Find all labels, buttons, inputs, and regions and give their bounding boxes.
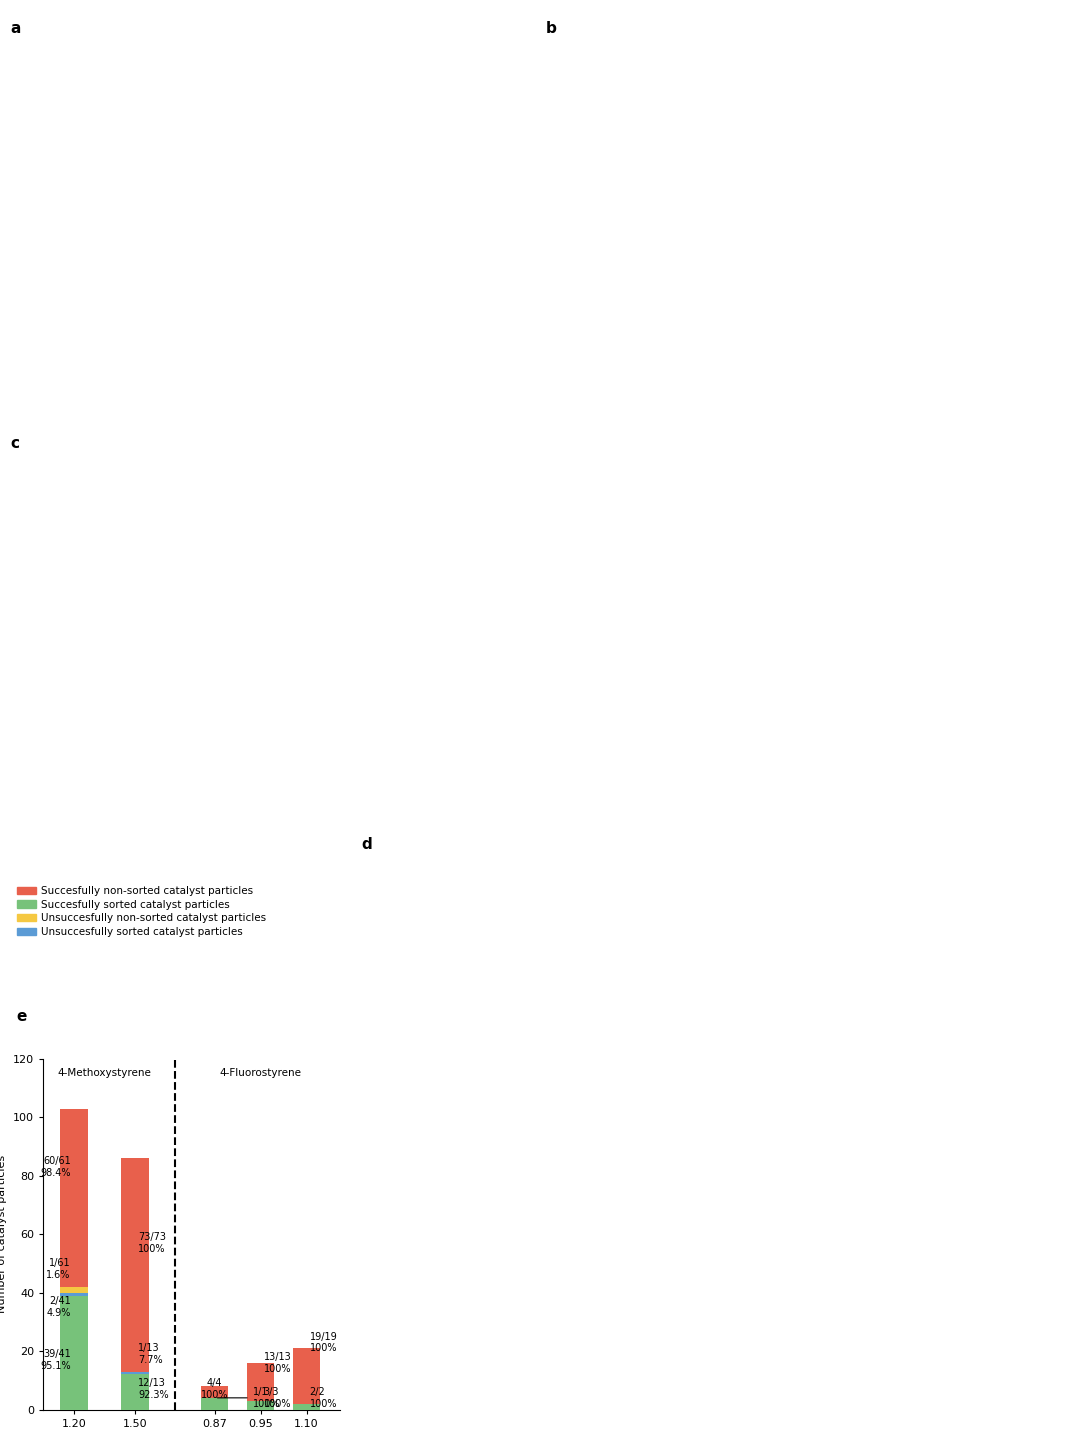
- Bar: [201, 1387, 229, 1398]
- Text: 4-Fluorostyrene: 4-Fluorostyrene: [219, 1068, 301, 1078]
- Text: 73/73
100%: 73/73 100%: [138, 1232, 166, 1254]
- Text: 2/2
100%: 2/2 100%: [310, 1387, 337, 1408]
- Bar: [293, 1348, 321, 1404]
- Text: 3/3
100%: 3/3 100%: [264, 1387, 292, 1408]
- Bar: [121, 1371, 149, 1374]
- Bar: [121, 1374, 149, 1410]
- Text: b: b: [545, 21, 556, 36]
- Text: 12/13
92.3%: 12/13 92.3%: [138, 1378, 168, 1400]
- Text: 39/41
95.1%: 39/41 95.1%: [40, 1349, 71, 1371]
- Bar: [60, 1109, 87, 1286]
- Bar: [60, 1286, 87, 1292]
- Bar: [201, 1398, 229, 1410]
- Text: a: a: [11, 21, 22, 36]
- Bar: [60, 1295, 87, 1410]
- Bar: [60, 1292, 87, 1295]
- Bar: [247, 1401, 274, 1410]
- Text: e: e: [16, 1009, 27, 1023]
- Text: 13/13
100%: 13/13 100%: [264, 1352, 292, 1374]
- Legend: Succesfully non-sorted catalyst particles, Succesfully sorted catalyst particles: Succesfully non-sorted catalyst particle…: [13, 881, 270, 942]
- Bar: [293, 1404, 321, 1410]
- Text: 1/13
7.7%: 1/13 7.7%: [138, 1344, 163, 1365]
- Text: 1/1
100%: 1/1 100%: [217, 1387, 280, 1408]
- Bar: [121, 1158, 149, 1371]
- Text: 60/61
98.4%: 60/61 98.4%: [40, 1156, 71, 1178]
- Bar: [247, 1362, 274, 1401]
- Text: 19/19
100%: 19/19 100%: [310, 1331, 337, 1354]
- Text: 1/61
1.6%: 1/61 1.6%: [46, 1258, 71, 1281]
- Text: 4/4
100%: 4/4 100%: [201, 1378, 228, 1400]
- Text: 4-Methoxystyrene: 4-Methoxystyrene: [57, 1068, 151, 1078]
- Text: c: c: [11, 436, 19, 451]
- Text: d: d: [362, 837, 373, 851]
- Y-axis label: Number of catalyst particles: Number of catalyst particles: [0, 1155, 8, 1314]
- Text: 2/41
4.9%: 2/41 4.9%: [46, 1296, 71, 1318]
